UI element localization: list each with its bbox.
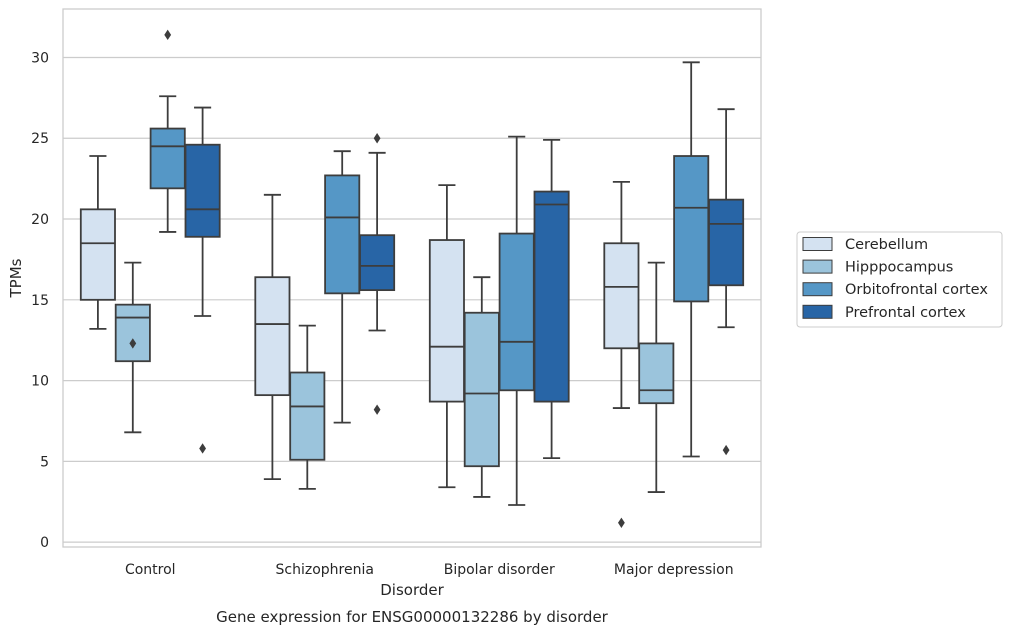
outlier-point bbox=[722, 444, 730, 456]
outlier-point bbox=[199, 443, 206, 454]
y-axis-ticks: 0 5 10 15 20 25 30 bbox=[31, 50, 49, 551]
box-0-3 bbox=[603, 180, 640, 528]
box-3-0 bbox=[184, 106, 221, 454]
box-2-2 bbox=[498, 135, 535, 506]
outlier-point bbox=[373, 404, 381, 415]
legend-label: Prefrontal cortex bbox=[845, 305, 966, 321]
chart-caption: Gene expression for ENSG00000132286 by d… bbox=[216, 608, 609, 626]
box-0-1 bbox=[254, 193, 291, 481]
plot-area-frame bbox=[62, 8, 762, 548]
y-tick-label: 20 bbox=[31, 212, 49, 228]
x-tick-label: Control bbox=[125, 562, 176, 578]
box-2-0 bbox=[149, 29, 186, 233]
box-body bbox=[254, 276, 291, 397]
y-tick-label: 15 bbox=[31, 293, 49, 309]
box-3-2 bbox=[533, 138, 570, 460]
box-3-1 bbox=[359, 133, 396, 415]
box-2-3 bbox=[673, 61, 710, 458]
box-2-1 bbox=[324, 150, 361, 424]
x-axis-title: Disorder bbox=[380, 581, 444, 599]
box-1-2 bbox=[463, 276, 500, 498]
box-body bbox=[498, 232, 535, 392]
legend-swatch bbox=[802, 259, 833, 274]
box-body bbox=[428, 239, 465, 403]
legend-swatch bbox=[802, 282, 833, 297]
box-body bbox=[114, 303, 151, 363]
box-body bbox=[638, 342, 675, 405]
y-tick-label: 30 bbox=[31, 50, 49, 66]
box-1-3 bbox=[638, 261, 675, 493]
box-0-0 bbox=[79, 155, 116, 330]
x-axis-ticks: Control Schizophrenia Bipolar disorder Majo… bbox=[125, 562, 734, 578]
box-body bbox=[708, 198, 745, 287]
legend-swatch bbox=[802, 237, 833, 251]
x-tick-label: Bipolar disorder bbox=[444, 562, 555, 578]
box-series bbox=[79, 29, 745, 528]
box-0-2 bbox=[428, 184, 465, 489]
x-tick-label: Schizophrenia bbox=[276, 562, 374, 578]
box-body bbox=[79, 208, 116, 301]
box-body bbox=[533, 190, 570, 403]
legend-frame bbox=[796, 231, 1003, 328]
legend-label: Orbitofrontal cortex bbox=[845, 282, 988, 298]
box-3-3 bbox=[708, 108, 745, 456]
box-body bbox=[149, 127, 186, 190]
outlier-point bbox=[129, 338, 137, 349]
legend-swatch bbox=[802, 304, 833, 319]
legend-label: Cerebellum bbox=[845, 237, 928, 253]
legend: Cerebellum Hipppocampus Orbitofrontal cort… bbox=[796, 231, 1003, 328]
y-tick-label: 10 bbox=[31, 374, 49, 390]
box-body bbox=[184, 143, 221, 238]
y-tick-label: 5 bbox=[40, 454, 49, 470]
outlier-point bbox=[618, 517, 625, 528]
y-tick-label: 0 bbox=[40, 535, 49, 551]
outlier-point bbox=[373, 133, 381, 144]
legend-label: Hipppocampus bbox=[845, 260, 953, 276]
box-body bbox=[603, 242, 640, 350]
box-1-1 bbox=[289, 324, 326, 490]
box-body bbox=[463, 311, 500, 468]
box-body bbox=[359, 234, 396, 292]
y-tick-label: 25 bbox=[31, 131, 49, 147]
box-1-0 bbox=[114, 261, 151, 434]
box-body bbox=[324, 174, 361, 295]
x-tick-label: Major depression bbox=[614, 562, 734, 578]
box-body bbox=[289, 371, 326, 461]
y-axis-title: TPMs bbox=[7, 258, 25, 298]
box-body bbox=[673, 155, 710, 303]
outlier-point bbox=[164, 29, 172, 41]
